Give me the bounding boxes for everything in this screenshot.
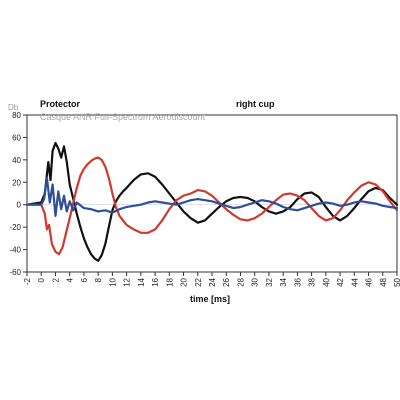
x-tick-label: 50 — [393, 277, 400, 286]
y-tick-label: -40 — [9, 246, 21, 255]
y-tick-label: 20 — [12, 178, 21, 187]
x-tick-label: 24 — [208, 277, 217, 286]
x-tick-label: 4 — [66, 277, 75, 282]
x-tick-label: 48 — [379, 277, 388, 286]
y-tick-label: -20 — [9, 223, 21, 232]
x-tick-label: 12 — [123, 277, 132, 286]
x-tick-label: 22 — [194, 277, 203, 286]
blue-series-line — [25, 176, 399, 217]
x-tick-label: 26 — [222, 277, 231, 286]
x-tick-label: 0 — [37, 277, 46, 282]
annotation-headset-name: Casque ANR Full-Spectrum Aerodiscount — [40, 112, 206, 122]
x-tick-label: 36 — [293, 277, 302, 286]
x-tick-label: 20 — [180, 277, 189, 286]
x-tick-label: 10 — [108, 277, 117, 286]
x-tick-label: 46 — [365, 277, 374, 286]
y-tick-label: -60 — [9, 268, 21, 277]
y-axis-label: Db — [8, 103, 19, 112]
x-tick-label: 16 — [151, 277, 160, 286]
series-lines — [25, 141, 399, 262]
plot-frame — [26, 114, 398, 273]
x-tick-label: 40 — [322, 277, 331, 286]
x-tick-label: 44 — [350, 277, 359, 286]
y-tick-label: 0 — [17, 201, 22, 210]
annotation-protector: Protector — [40, 99, 81, 109]
y-tick-label: 40 — [12, 156, 21, 165]
black-series-line — [25, 141, 399, 262]
annotation-right-cup: right cup — [236, 99, 275, 109]
x-axis-label: time [ms] — [190, 294, 230, 304]
x-tick-label: -2 — [23, 277, 32, 285]
x-tick-label: 14 — [137, 277, 146, 286]
x-tick-label: 42 — [336, 277, 345, 286]
y-tick-label: 60 — [12, 133, 21, 142]
x-tick-label: 34 — [279, 277, 288, 286]
x-tick-label: 28 — [236, 277, 245, 286]
x-tick-label: 8 — [94, 277, 103, 282]
x-tick-label: 2 — [51, 277, 60, 282]
plot-border — [26, 114, 398, 273]
x-tick-label: 30 — [251, 277, 260, 286]
x-tick-label: 6 — [80, 277, 89, 282]
y-tick-label: 80 — [12, 111, 21, 120]
x-tick-label: 32 — [265, 277, 274, 286]
x-tick-label: 38 — [308, 277, 317, 286]
x-tick-label: 18 — [165, 277, 174, 286]
